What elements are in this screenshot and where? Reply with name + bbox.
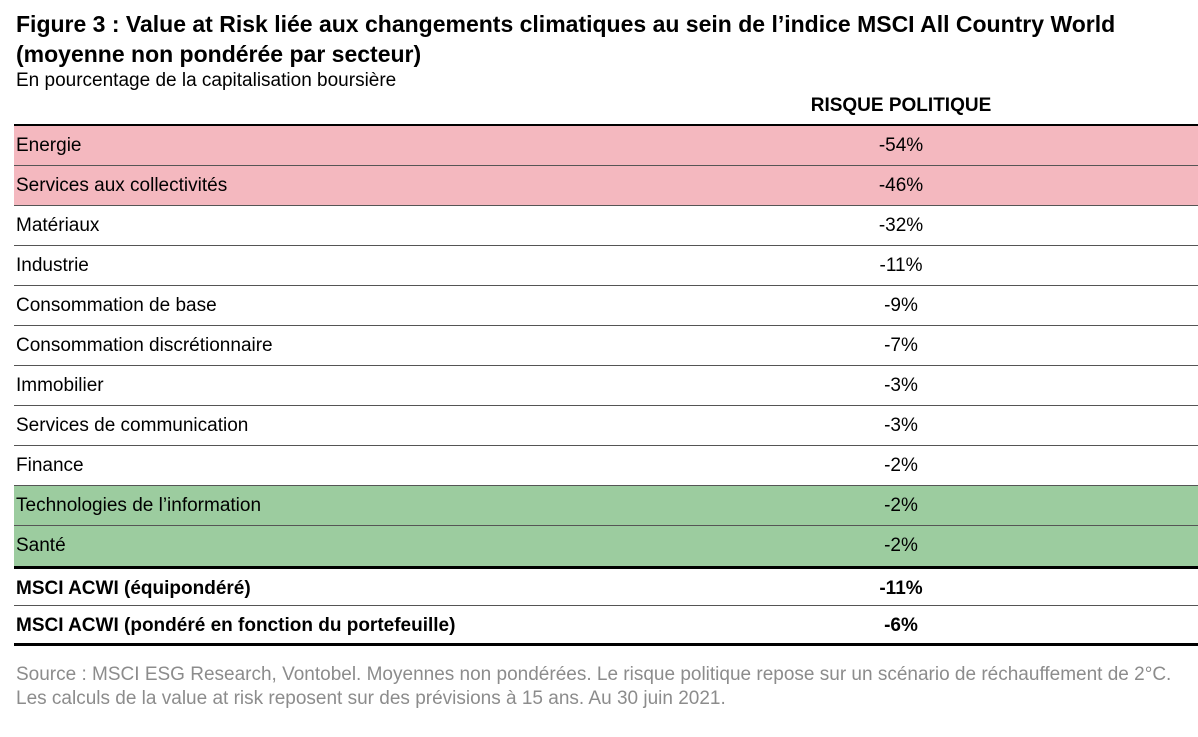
sector-label: Technologies de l’information	[16, 495, 262, 516]
table-row: Consommation discrétionnaire -7%	[14, 326, 1198, 366]
column-header-policy-risk: RISQUE POLITIQUE	[810, 95, 992, 116]
sector-label: Finance	[16, 455, 84, 476]
sector-label: Consommation de base	[16, 295, 217, 316]
sector-label: Consommation discrétionnaire	[16, 335, 273, 356]
table-row: Santé -2%	[14, 526, 1198, 566]
risk-value: -7%	[884, 335, 918, 356]
table-row: Matériaux -32%	[14, 206, 1198, 246]
table-totals: MSCI ACWI (équipondéré) -11% MSCI ACWI (po…	[14, 566, 1198, 646]
sector-label: Services aux collectivités	[16, 175, 228, 196]
sector-label: Industrie	[16, 255, 89, 276]
table-row: Technologies de l’information -2%	[14, 486, 1198, 526]
total-value: -6%	[884, 615, 918, 636]
table-row: Immobilier -3%	[14, 366, 1198, 406]
risk-value: -9%	[884, 295, 918, 316]
risk-value: -3%	[884, 415, 918, 436]
table-row: Industrie -11%	[14, 246, 1198, 286]
table-top-rule	[14, 124, 1198, 126]
source-note: Source : MSCI ESG Research, Vontobel. Mo…	[16, 664, 1172, 709]
total-label: MSCI ACWI (équipondéré)	[16, 578, 251, 599]
total-label: MSCI ACWI (pondéré en fonction du portef…	[16, 615, 456, 636]
risk-value: -3%	[884, 375, 918, 396]
sector-label: Services de communication	[16, 415, 249, 436]
table-body: Energie -54% Services aux collectivités -46…	[14, 126, 1198, 566]
risk-value: -11%	[879, 255, 923, 276]
risk-value: -2%	[884, 495, 918, 516]
table-row: Energie -54%	[14, 126, 1198, 166]
chart-subtitle: En pourcentage de la capitalisation bour…	[16, 70, 397, 91]
sector-label: Immobilier	[16, 375, 104, 396]
table-row: Services aux collectivités -46%	[14, 166, 1198, 206]
sector-label: Santé	[16, 535, 66, 556]
risk-value: -32%	[878, 215, 924, 236]
risk-value: -54%	[878, 135, 924, 156]
chart-title: Figure 3 : Value at Risk liée aux change…	[16, 11, 1116, 67]
sector-label: Matériaux	[16, 215, 100, 236]
total-value: -11%	[879, 578, 923, 599]
total-row: MSCI ACWI (pondéré en fonction du portef…	[14, 606, 1198, 646]
table-row: Consommation de base -9%	[14, 286, 1198, 326]
risk-value: -2%	[884, 535, 918, 556]
table-row: Services de communication -3%	[14, 406, 1198, 446]
table-row: Finance -2%	[14, 446, 1198, 486]
sector-table: Energie -54% Services aux collectivités -46…	[14, 124, 1198, 646]
total-row: MSCI ACWI (équipondéré) -11%	[14, 566, 1198, 606]
sector-label: Energie	[16, 135, 82, 156]
risk-value: -2%	[884, 455, 918, 476]
risk-value: -46%	[878, 175, 924, 196]
